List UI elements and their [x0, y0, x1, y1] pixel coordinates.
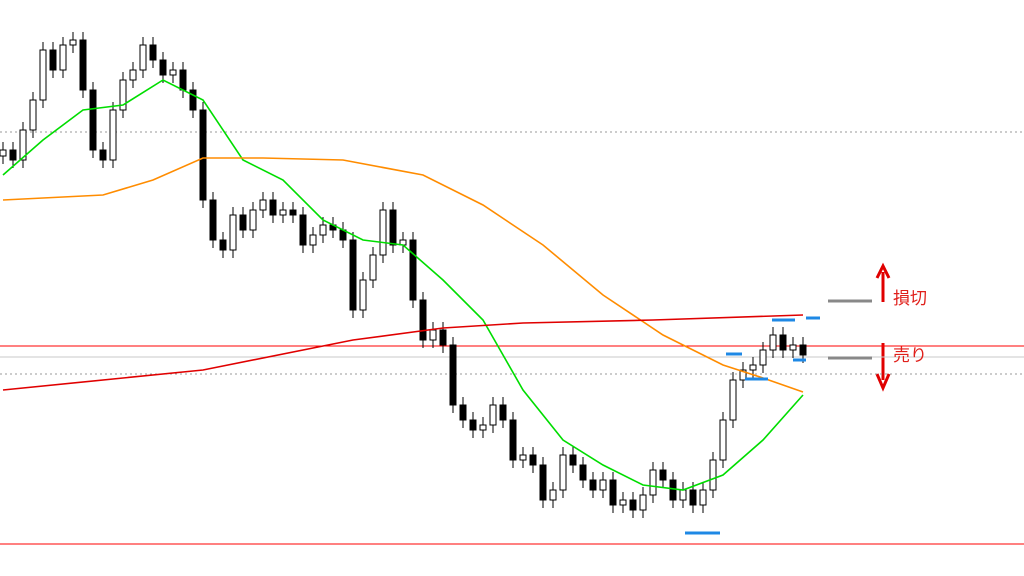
candle-body — [9, 149, 17, 161]
candle-body — [559, 454, 567, 491]
candle-body — [99, 149, 107, 161]
annotation: 売り — [893, 346, 927, 366]
candle-body — [309, 234, 317, 246]
candle-body — [79, 39, 87, 91]
annotation: 損切 — [893, 289, 927, 309]
candle-body — [319, 224, 327, 236]
candle-body — [429, 329, 437, 341]
up-arrow — [875, 262, 891, 302]
candle-body — [59, 44, 67, 71]
candle-body — [179, 69, 187, 91]
candle-body — [129, 69, 137, 81]
candle-body — [789, 344, 797, 351]
candle-body — [279, 209, 287, 216]
candle-body — [389, 209, 397, 246]
candle-body — [649, 469, 657, 496]
candle-body — [719, 419, 727, 461]
candle-body — [49, 49, 57, 71]
candle-body — [539, 464, 547, 501]
candle-body — [69, 39, 77, 46]
candle-body — [369, 254, 377, 281]
candle-body — [449, 344, 457, 406]
candle-body — [679, 489, 687, 501]
candle-body — [579, 464, 587, 481]
candle-body — [709, 459, 717, 491]
candle-body — [509, 419, 517, 461]
candle-body — [19, 129, 27, 161]
candle-body — [259, 199, 267, 211]
candle-body — [249, 209, 257, 231]
candle-body — [139, 44, 147, 71]
candle-body — [229, 214, 237, 251]
moving-average — [2, 79, 804, 491]
candle-body — [289, 209, 297, 216]
candle-body — [489, 404, 497, 426]
candle-body — [159, 59, 167, 76]
candle-body — [729, 379, 737, 421]
candle-body — [89, 89, 97, 151]
candle-body — [169, 69, 177, 76]
candle-body — [39, 49, 47, 101]
candle-body — [639, 494, 647, 511]
candle-body — [209, 199, 217, 241]
candle-body — [419, 299, 427, 341]
candle-body — [589, 479, 597, 491]
candle-body — [629, 499, 637, 511]
candle-body — [439, 329, 447, 346]
candle-body — [799, 344, 807, 356]
moving-average — [2, 314, 804, 391]
candle-body — [409, 239, 417, 301]
candle-body — [219, 239, 227, 251]
candle-body — [109, 109, 117, 161]
candle-body — [569, 454, 577, 466]
candle-body — [359, 279, 367, 311]
down-arrow — [875, 343, 891, 392]
candle-body — [619, 499, 627, 506]
candle-body — [749, 364, 757, 371]
candle-body — [479, 424, 487, 431]
candle-body — [519, 454, 527, 461]
candle-body — [459, 404, 467, 421]
candle-body — [299, 214, 307, 246]
candle-body — [349, 239, 357, 311]
candle-body — [699, 489, 707, 506]
candle-body — [269, 199, 277, 216]
candle-body — [549, 489, 557, 501]
candle-body — [379, 209, 387, 256]
candle-body — [119, 79, 127, 111]
candle-body — [0, 149, 7, 157]
candle-body — [689, 489, 697, 506]
candle-body — [609, 479, 617, 506]
candle-body — [29, 99, 37, 131]
candle-body — [149, 44, 157, 61]
moving-average — [2, 157, 804, 393]
candle-body — [239, 214, 247, 231]
candle-body — [669, 479, 677, 501]
candle-body — [499, 404, 507, 421]
candle-body — [469, 419, 477, 431]
candle-body — [779, 334, 787, 351]
candle-body — [599, 479, 607, 491]
candle-body — [199, 109, 207, 201]
candle-body — [189, 89, 197, 111]
candle-body — [529, 454, 537, 466]
candle-body — [659, 469, 667, 481]
candle-body — [739, 369, 747, 381]
candle-body — [769, 334, 777, 351]
candle-body — [759, 349, 767, 366]
